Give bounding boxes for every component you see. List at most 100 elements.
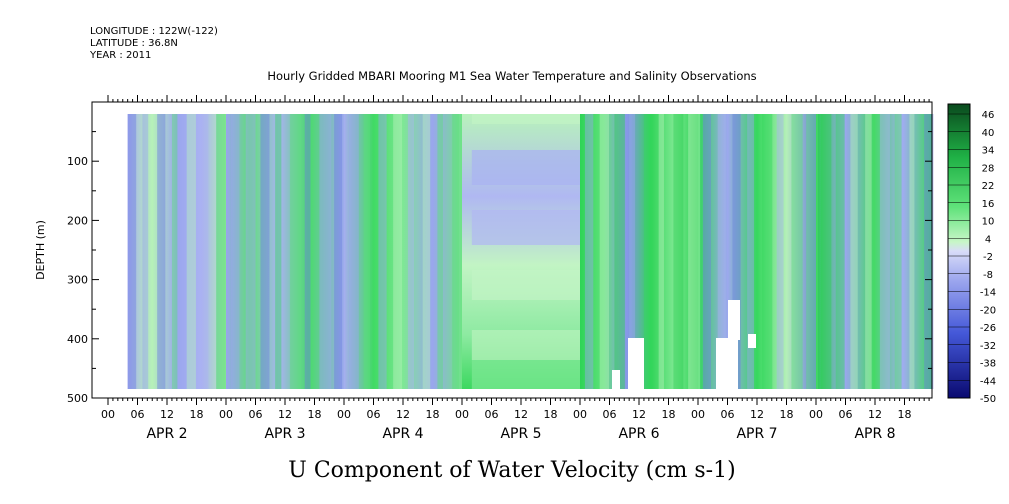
x-day-label: APR 4 [382,426,423,442]
y-tick-label: 500 [67,392,88,405]
heatmap-streak [348,114,359,389]
x-hour-label: 12 [278,408,292,421]
colorbar-label: 34 [982,146,995,157]
heatmap-streak [127,114,137,389]
x-hour-label: 00 [101,408,115,421]
chart-title: Hourly Gridded MBARI Mooring M1 Sea Wate… [267,69,756,83]
heatmap-streak [924,114,934,389]
heatmap-streak [289,114,302,389]
heatmap-streak [407,114,414,389]
longitude-label: LONGITUDE : 122W(-122) [90,26,218,37]
y-tick-label: 200 [67,214,88,227]
x-hour-label: 00 [573,408,587,421]
colorbar-label: -44 [980,376,996,387]
heatmap-streak [171,114,178,389]
x-hour-label: 18 [780,408,794,421]
heatmap-streak [776,114,784,389]
colorbar-label: -8 [983,270,993,281]
heatmap-streak [747,114,755,389]
heatmap-streak [791,114,803,389]
heatmap-streak [363,114,370,389]
y-tick-label: 100 [67,155,88,168]
heatmap-cell [816,114,932,389]
colorbar-label: 16 [982,199,995,210]
heatmap-streak [761,114,773,389]
y-tick-label: 400 [67,333,88,346]
heatmap-streak [245,114,256,389]
colorbar-label: -38 [980,359,996,370]
x-day-label: APR 6 [618,426,659,442]
heatmap-streak [186,114,196,389]
heatmap-streak [658,114,664,389]
colorbar-label: 4 [985,234,991,245]
heatmap-streak [319,114,332,389]
x-day-label: APR 5 [500,426,541,442]
heatmap-streak [230,114,240,389]
x-hour-label: 18 [898,408,912,421]
colorbar-label: -26 [980,323,996,334]
colorbar-label: 46 [982,110,995,121]
x-hour-label: 18 [190,408,204,421]
x-hour-label: 06 [131,408,145,421]
colorbar-label: -14 [980,288,996,299]
missing-data-patch [748,334,756,348]
x-day-label: APR 2 [146,426,187,442]
x-hour-label: 06 [485,408,499,421]
heatmap-streak [909,114,915,389]
heatmap-streak [673,114,684,389]
x-hour-label: 06 [249,408,263,421]
heatmap-field [127,114,934,389]
heatmap-streak [717,114,726,389]
x-axis-title: U Component of Water Velocity (cm s-1) [288,458,735,483]
heatmap-streak [275,114,282,389]
x-hour-label: 00 [219,408,233,421]
x-hour-label: 06 [839,408,853,421]
heatmap-layer [471,360,580,389]
latitude-label: LATITUDE : 36.8N [90,38,178,49]
heatmap-cell [344,114,462,389]
colorbar-label: 22 [982,181,995,192]
x-hour-label: 12 [632,408,646,421]
heatmap-streak [806,114,818,389]
heatmap-streak [643,114,653,389]
heatmap-streak [702,114,712,389]
x-hour-label: 18 [544,408,558,421]
x-hour-label: 06 [721,408,735,421]
x-hour-label: 12 [868,408,882,421]
x-hour-label: 00 [809,408,823,421]
x-hour-label: 06 [603,408,617,421]
heatmap-streak [835,114,845,389]
heatmap-streak [393,114,403,389]
colorbar-label: 10 [982,217,995,228]
heatmap-streak [452,114,459,389]
heatmap-streak [865,114,872,389]
colorbar [947,103,971,399]
heatmap-cell [226,114,344,389]
heatmap-streak [614,114,625,389]
heatmap-streak [378,114,387,389]
x-hour-label: 18 [308,408,322,421]
heatmap-streak [437,114,443,389]
heatmap-streak [260,114,270,389]
x-hour-label: 00 [691,408,705,421]
heatmap-streak [304,114,311,389]
x-hour-label: 18 [426,408,440,421]
heatmap-layer [471,114,580,124]
heatmap-streak [879,114,890,389]
colorbar-label: -2 [983,252,993,263]
year-label: YEAR : 2011 [89,50,151,61]
y-tick-label: 300 [67,274,88,287]
heatmap-streak [422,114,431,389]
colorbar-label: -32 [980,341,996,352]
missing-data-patch [628,338,644,389]
y-axis-ticks: 100 200 300 400 500 [67,101,932,405]
x-hour-label: 12 [750,408,764,421]
heatmap-streak [629,114,636,389]
heatmap-layer [471,210,580,245]
heatmap-streak [157,114,166,389]
heatmap-streak [142,114,149,389]
heatmap-streak [850,114,858,389]
x-axis-ticks: 00 06 12 18 00 06 12 18 00 06 12 18 00 06 12 18 00 06 12 18… [101,95,930,442]
colorbar-label: 40 [982,128,995,139]
